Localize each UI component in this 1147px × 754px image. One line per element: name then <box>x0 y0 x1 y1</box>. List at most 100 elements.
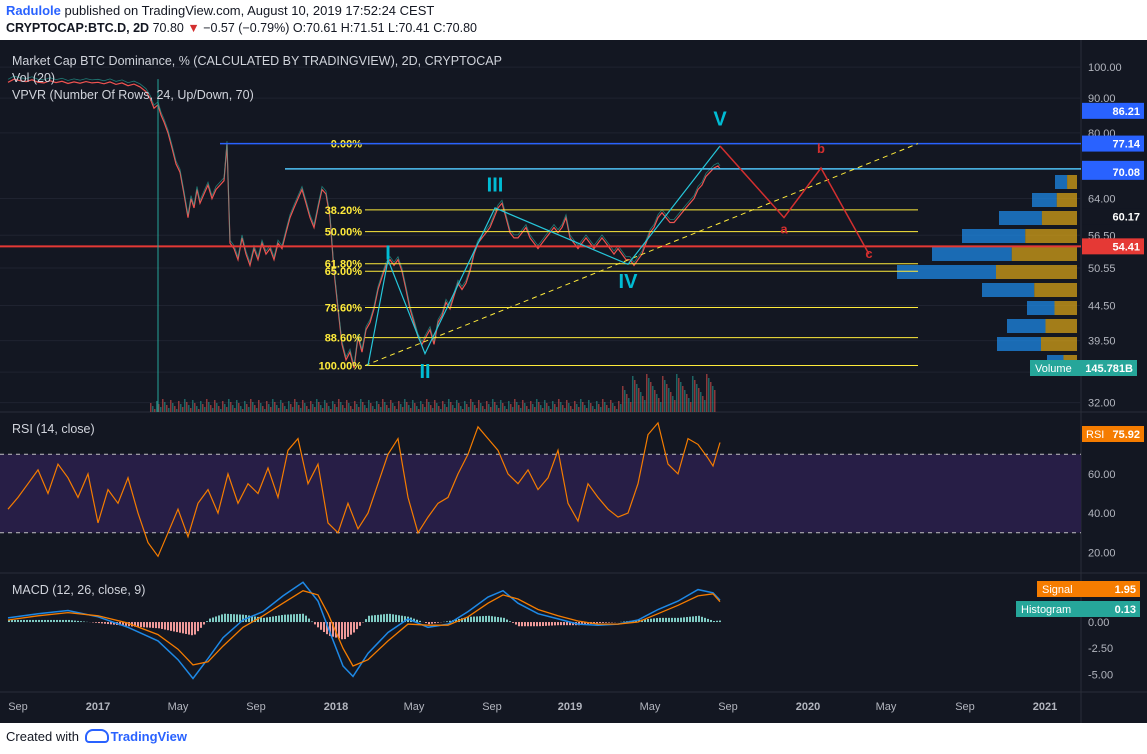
volume-bar <box>322 408 324 412</box>
macd-histogram-bar <box>314 622 316 625</box>
volume-bar <box>686 394 688 412</box>
volume-bar <box>482 406 484 412</box>
macd-histogram-bar <box>386 613 388 623</box>
rsi-band <box>0 454 1081 533</box>
volume-bar <box>508 401 510 412</box>
macd-histogram-bar <box>581 622 583 625</box>
volume-bar <box>164 402 166 412</box>
macd-histogram-bar <box>521 622 523 627</box>
macd-histogram-bar <box>11 619 13 623</box>
volume-bar <box>296 402 298 412</box>
macd-histogram-bar <box>308 618 310 623</box>
volume-bar <box>528 409 530 412</box>
volume-bar <box>512 407 514 412</box>
volume-bar <box>514 399 516 412</box>
volume-bar <box>186 402 188 412</box>
macd-histogram-bar <box>29 619 31 623</box>
volume-bar <box>458 403 460 412</box>
macd-histogram-bar <box>41 619 43 623</box>
volume-bar <box>668 388 670 412</box>
volume-bar <box>340 402 342 412</box>
volume-value: 145.781B <box>1085 363 1133 375</box>
macd-histogram-bar <box>71 620 73 623</box>
volume-bar <box>282 403 284 412</box>
macd-histogram-bar <box>239 614 241 623</box>
macd-histogram-bar <box>551 622 553 626</box>
price-label-background <box>1082 208 1144 225</box>
x-tick-label: May <box>404 701 425 713</box>
volume-bar <box>452 405 454 412</box>
macd-histogram-bar <box>254 616 256 623</box>
x-tick-label: May <box>876 701 897 713</box>
price-label: 77.14 <box>1112 139 1140 151</box>
volume-bar <box>698 388 700 412</box>
volume-bar <box>708 378 710 412</box>
chart-canvas[interactable]: 100.0090.0080.0064.0056.5050.5544.5039.5… <box>0 40 1147 725</box>
macd-histogram-bar <box>680 617 682 623</box>
volume-bar <box>620 404 622 412</box>
x-tick-label: 2018 <box>324 701 348 713</box>
macd-histogram-bar <box>251 615 253 623</box>
volume-bar <box>538 402 540 412</box>
price-label: 70.08 <box>1112 167 1140 179</box>
volume-bar <box>284 406 286 412</box>
macd-histogram-bar <box>323 622 325 632</box>
macd-histogram-bar <box>263 617 265 623</box>
macd-histogram-bar <box>512 622 514 623</box>
macd-histogram-bar <box>716 620 718 623</box>
macd-histogram-bar <box>539 622 541 627</box>
volume-bar <box>192 400 194 412</box>
volume-bar <box>362 402 364 412</box>
y-tick-label: 64.00 <box>1088 194 1116 206</box>
time-axis[interactable]: Sep 2017 May Sep 2018 May Sep 2019 May Sep 2020 May… <box>8 701 1057 713</box>
wave-label: II <box>419 361 430 383</box>
vpvr-down-bar <box>1054 301 1077 315</box>
volume-bar <box>690 402 692 412</box>
macd-histogram-bar <box>704 617 706 623</box>
volume-bar <box>656 394 658 412</box>
macd-histogram-bar <box>404 616 406 623</box>
volume-bar <box>712 386 714 412</box>
macd-histogram-bar <box>599 622 601 624</box>
macd-histogram-bar <box>164 622 166 630</box>
tradingview-brand[interactable]: TradingView <box>110 729 187 744</box>
macd-histogram-bar <box>353 622 355 633</box>
macd-histogram-bar <box>320 622 322 630</box>
y-tick-label: 50.55 <box>1088 263 1116 275</box>
macd-histogram-bar <box>170 622 172 631</box>
fib-level-label: 78.60% <box>325 303 363 315</box>
volume-bar <box>450 402 452 412</box>
volume-bar <box>602 399 604 412</box>
macd-pane[interactable]: 0.00 -2.50 -5.00 MACD (12, 26, close, 9) Sig… <box>7 581 1140 681</box>
macd-histogram-bar <box>674 617 676 623</box>
wave-label: III <box>487 175 504 197</box>
ohlc-values: O:70.61 H:71.51 L:70.41 C:70.80 <box>292 21 478 35</box>
macd-histogram-bar <box>107 622 109 625</box>
main-pane[interactable]: 100.0090.0080.0064.0056.5050.5544.5039.5… <box>0 40 1147 723</box>
volume-bar <box>488 404 490 412</box>
volume-bar <box>520 408 522 412</box>
volume-bar <box>580 399 582 412</box>
macd-histogram-bar <box>596 622 598 624</box>
macd-histogram-bar <box>113 622 115 625</box>
histogram-label-background <box>1016 601 1140 617</box>
macd-histogram-bar <box>479 616 481 623</box>
volume-bar <box>382 399 384 412</box>
rsi-y-tick-label: 20.00 <box>1088 547 1116 559</box>
volume-bar <box>562 405 564 412</box>
volume-bar <box>710 382 712 412</box>
volume-bar <box>366 408 368 412</box>
price-label-background <box>1082 163 1144 180</box>
volume-bar <box>392 403 394 412</box>
x-tick-label: 2017 <box>86 701 110 713</box>
volume-bar <box>700 392 702 412</box>
macd-histogram-bar <box>371 615 373 623</box>
volume-bar <box>468 407 470 412</box>
macd-histogram-bar <box>299 613 301 623</box>
volume-bar <box>222 401 224 412</box>
volume-bar <box>484 409 486 412</box>
author-name[interactable]: Radulole <box>6 3 61 18</box>
macd-histogram-bar <box>545 622 547 626</box>
volume-bar <box>470 399 472 412</box>
